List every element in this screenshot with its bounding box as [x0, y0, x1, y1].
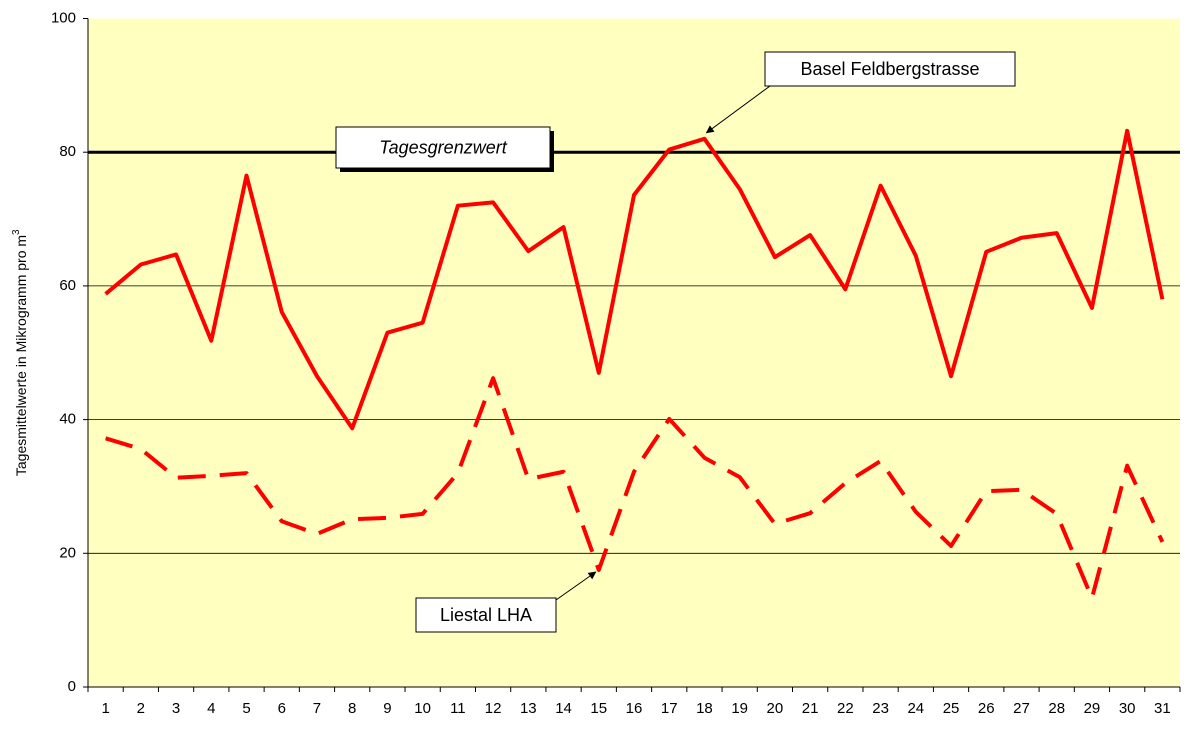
y-tick-label: 100 [51, 9, 76, 26]
x-tick-label: 5 [242, 700, 250, 717]
x-tick-label: 26 [978, 700, 995, 717]
y-axis-label-text: Tagesmittelwerte in Mikrogramm pro m [13, 235, 29, 476]
x-tick-label: 2 [137, 700, 145, 717]
x-tick-label: 24 [907, 700, 924, 717]
x-tick-label: 10 [414, 700, 431, 717]
x-tick-label: 25 [943, 700, 960, 717]
x-tick-label: 29 [1084, 700, 1101, 717]
x-tick-label: 17 [661, 700, 678, 717]
x-tick-label: 1 [101, 700, 109, 717]
series-line [104, 128, 1165, 431]
x-tick-label: 27 [1013, 700, 1030, 717]
legend-label: Liestal LHA [440, 605, 532, 625]
y-tick-label: 40 [59, 411, 76, 428]
x-tick-label: 12 [485, 700, 502, 717]
x-tick-label: 21 [802, 700, 819, 717]
x-tick-label: 16 [626, 700, 643, 717]
x-tick-label: 11 [450, 700, 466, 717]
x-tick-label: 14 [555, 700, 572, 717]
x-tick-label: 23 [872, 700, 889, 717]
plot-area [88, 18, 1180, 687]
x-tick-label: 8 [348, 700, 356, 717]
x-tick-label: 31 [1154, 700, 1171, 717]
x-tick-label: 6 [278, 700, 286, 717]
y-tick-label: 80 [59, 143, 76, 160]
legend-label: Basel Feldbergstrasse [800, 59, 979, 79]
x-tick-label: 22 [837, 700, 854, 717]
x-tick-label: 15 [590, 700, 607, 717]
threshold-label: Tagesgrenzwert [379, 137, 507, 157]
y-tick-label: 0 [68, 678, 76, 695]
y-axis-label-superscript: 3 [11, 229, 22, 235]
x-tick-label: 7 [313, 700, 321, 717]
x-tick-label: 19 [731, 700, 748, 717]
annotation-arrow [555, 571, 597, 601]
x-tick-label: 3 [172, 700, 180, 717]
x-tick-label: 28 [1048, 700, 1065, 717]
legend-label-box [764, 51, 1016, 87]
x-tick-label: 20 [767, 700, 784, 717]
legend-label-box [415, 597, 557, 633]
y-axis-label: Tagesmittelwerte in Mikrogramm pro m3 [11, 229, 29, 476]
x-tick-label: 9 [383, 700, 391, 717]
threshold-label-box [335, 126, 551, 169]
x-tick-label: 4 [207, 700, 215, 717]
y-tick-label: 60 [59, 277, 76, 294]
annotation-arrow [705, 85, 771, 134]
x-tick-label: 13 [520, 700, 537, 717]
x-tick-label: 18 [696, 700, 713, 717]
y-tick-label: 20 [59, 544, 76, 561]
series-line [105, 376, 1165, 601]
x-tick-label: 30 [1119, 700, 1136, 717]
